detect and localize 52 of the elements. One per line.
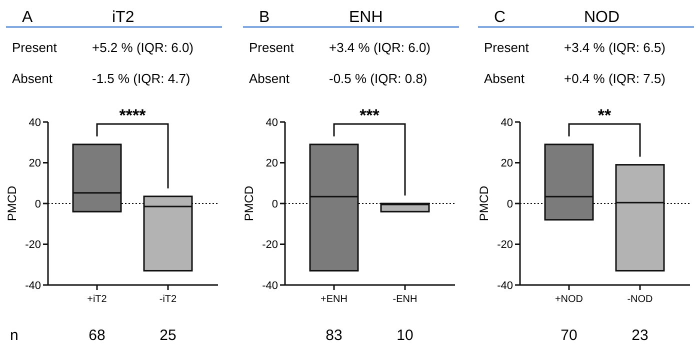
y-tick-label: 0: [272, 198, 278, 210]
x-tick-label: -ENH: [392, 294, 418, 305]
text: 70: [560, 327, 578, 344]
x-tick-label: +iT2: [87, 294, 108, 305]
x-tick-label: -iT2: [159, 294, 178, 305]
text: -1.5 % (IQR: 4.7): [92, 71, 190, 86]
y-tick-label: 0: [506, 198, 513, 210]
text: Present: [12, 40, 58, 55]
text: Absent: [484, 71, 525, 86]
y-tick-label: -40: [262, 280, 278, 292]
text: 25: [160, 327, 176, 344]
chart-title: NOD: [584, 9, 620, 26]
annotation: ****: [119, 106, 146, 125]
text: 83: [326, 327, 342, 344]
y-tick-label: 20: [28, 158, 41, 170]
x-tick-label: +NOD: [554, 294, 584, 305]
text: 10: [396, 327, 414, 344]
y-tick-label: 20: [500, 158, 513, 170]
text: Present: [484, 40, 530, 55]
chart-title: iT2: [112, 9, 134, 26]
text: B: [259, 9, 270, 26]
y-tick-label: -20: [497, 239, 513, 252]
text: 23: [632, 327, 648, 344]
y-tick-label: -20: [25, 239, 41, 252]
text: A: [22, 9, 33, 26]
y-tick-label: 0: [34, 198, 41, 210]
y-tick-label: -40: [497, 280, 513, 292]
text: +3.4 % (IQR: 6.0): [329, 40, 431, 55]
text: +5.2 % (IQR: 6.0): [92, 40, 194, 55]
annotation: **: [598, 106, 612, 125]
y-axis-title: PMCD: [5, 186, 19, 222]
text: 68: [88, 327, 106, 344]
text: +0.4 % (IQR: 7.5): [564, 71, 666, 86]
y-tick-label: -20: [262, 239, 278, 252]
text: C: [494, 9, 506, 26]
text: Absent: [12, 71, 53, 86]
y-tick-label: 40: [500, 116, 513, 129]
text: +3.4 % (IQR: 6.5): [564, 40, 666, 55]
text: n: [10, 327, 18, 344]
text: -0.5 % (IQR: 0.8): [329, 71, 428, 86]
y-tick-label: -40: [25, 280, 41, 292]
text: Absent: [249, 71, 290, 86]
y-tick-label: 40: [28, 116, 41, 129]
annotation: ***: [360, 106, 380, 125]
y-axis-title: PMCD: [242, 186, 256, 222]
text: Present: [249, 40, 294, 55]
y-tick-label: 40: [266, 116, 278, 129]
chart-title: ENH: [349, 9, 383, 26]
x-tick-label: -NOD: [627, 294, 653, 305]
x-tick-label: +ENH: [320, 294, 348, 305]
y-axis-title: PMCD: [477, 186, 491, 222]
y-tick-label: 20: [266, 158, 278, 170]
